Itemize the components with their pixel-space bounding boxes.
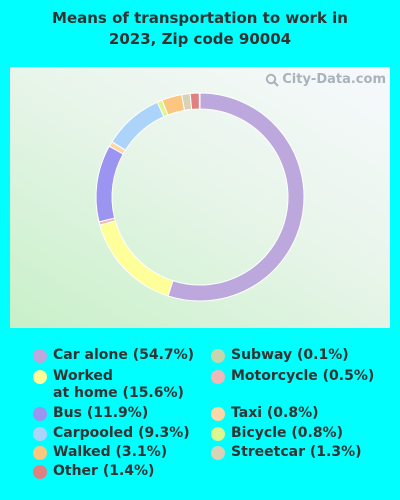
legend-item-worked-at-home: Worked at home (15.6%) xyxy=(33,368,184,402)
watermark-text: City-Data.com xyxy=(282,72,386,87)
legend-label-line2: at home (15.6%) xyxy=(53,385,184,401)
legend-swatch xyxy=(33,407,47,421)
legend-item-bicycle: Bicycle (0.8%) xyxy=(211,425,343,442)
legend-label: Worked at home (15.6%) xyxy=(53,368,184,402)
legend-swatch xyxy=(211,427,225,441)
legend-label: Taxi (0.8%) xyxy=(231,405,319,421)
legend-swatch xyxy=(33,465,47,479)
legend-swatch xyxy=(211,349,225,363)
chart-title: Means of transportation to work in 2023,… xyxy=(0,8,400,50)
legend-label: Streetcar (1.3%) xyxy=(231,444,362,460)
legend-label: Bicycle (0.8%) xyxy=(231,425,343,441)
magnifier-icon xyxy=(266,73,279,87)
donut-slice-bus xyxy=(95,145,124,223)
legend-swatch xyxy=(211,407,225,421)
legend-item-streetcar: Streetcar (1.3%) xyxy=(211,444,362,461)
legend-item-car-alone: Car alone (54.7%) xyxy=(33,347,194,364)
legend-swatch xyxy=(211,446,225,460)
chart-panel xyxy=(10,67,390,328)
legend-label: Carpooled (9.3%) xyxy=(53,425,190,441)
donut-slice-car-alone xyxy=(167,92,305,302)
legend-item-taxi: Taxi (0.8%) xyxy=(211,405,319,422)
legend-item-walked: Walked (3.1%) xyxy=(33,444,167,461)
legend-item-motorcycle: Motorcycle (0.5%) xyxy=(211,368,374,385)
legend-item-subway: Subway (0.1%) xyxy=(211,347,349,364)
legend-label: Subway (0.1%) xyxy=(231,347,349,363)
legend-item-carpooled: Carpooled (9.3%) xyxy=(33,425,190,442)
legend-item-bus: Bus (11.9%) xyxy=(33,405,148,422)
chart-title-line2: 2023, Zip code 90004 xyxy=(108,30,292,48)
legend-label: Other (1.4%) xyxy=(53,463,155,479)
legend-label: Car alone (54.7%) xyxy=(53,347,195,363)
legend-swatch xyxy=(33,427,47,441)
legend-swatch xyxy=(33,446,47,460)
legend-swatch xyxy=(211,370,225,384)
legend-swatch xyxy=(33,370,47,384)
donut-slice-subway xyxy=(198,92,201,110)
donut-slice-worked-at-home xyxy=(99,220,174,297)
legend-item-other: Other (1.4%) xyxy=(33,463,154,480)
legend-label-line1: Worked xyxy=(53,368,113,384)
donut-slice-other xyxy=(189,92,200,110)
legend-label: Bus (11.9%) xyxy=(53,405,149,421)
legend-label: Motorcycle (0.5%) xyxy=(231,368,375,384)
watermark: City-Data.com xyxy=(265,72,386,87)
legend-label: Walked (3.1%) xyxy=(53,444,168,460)
legend-swatch xyxy=(33,349,47,363)
chart-title-line1: Means of transportation to work in xyxy=(52,9,348,27)
donut-slice-carpooled xyxy=(111,101,165,151)
